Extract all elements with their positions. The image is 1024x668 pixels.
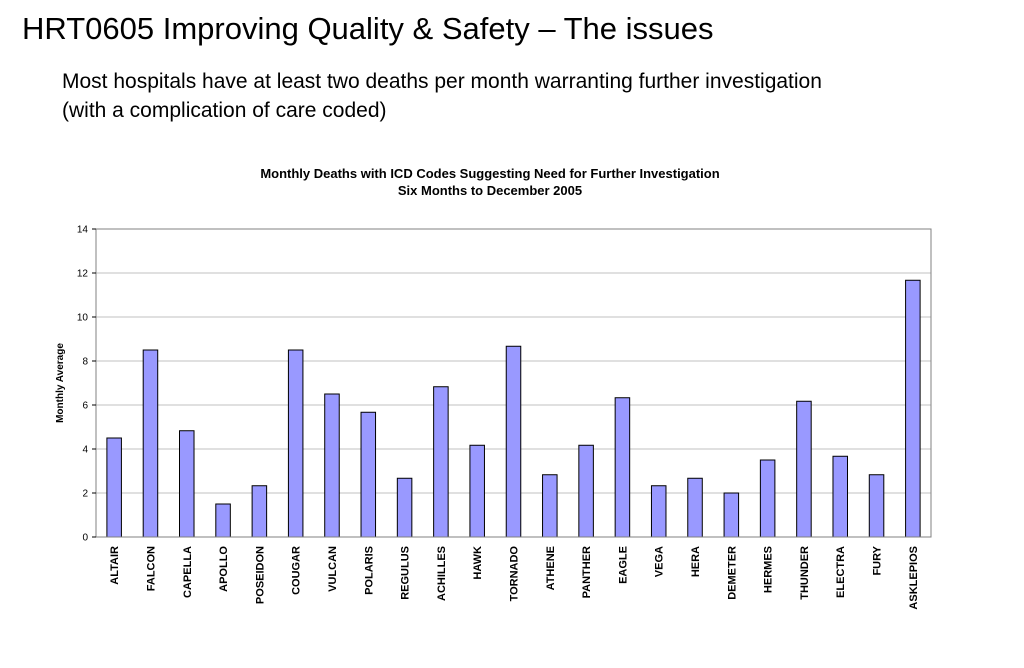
bar-cougar <box>287 349 304 538</box>
x-tick-label: ATHENE <box>545 546 557 590</box>
x-tick-label: APOLLO <box>218 546 230 592</box>
x-tick-label: FURY <box>872 545 884 575</box>
x-tick-label: ACHILLES <box>436 546 448 601</box>
bar-hawk <box>469 444 485 538</box>
y-axis-title: Monthly Average <box>55 343 66 423</box>
x-tick-label: VULCAN <box>327 546 339 592</box>
x-tick-label: FALCON <box>145 546 157 591</box>
x-tick-label: DEMETER <box>726 546 738 600</box>
x-tick-label: EAGLE <box>617 546 629 584</box>
y-tick-label: 12 <box>77 269 89 280</box>
bar-apollo <box>215 503 231 538</box>
bar-athene <box>542 474 558 538</box>
x-tick-label: HERA <box>690 546 702 577</box>
bar-thunder <box>796 400 812 538</box>
bar-vulcan <box>324 393 340 538</box>
y-tick-label: 2 <box>82 489 88 500</box>
y-axis-ticks: 0 2 4 6 8 10 12 14 <box>77 225 96 544</box>
x-tick-label: ELECTRA <box>835 546 847 598</box>
bar-eagle <box>614 397 631 538</box>
x-axis-labels: ALTAIR FALCON CAPELLA APOLLO POSEIDON COUGAR V… <box>109 545 920 609</box>
x-tick-label: POLARIS <box>363 546 375 595</box>
y-tick-label: 4 <box>82 445 88 456</box>
y-tick-label: 14 <box>77 225 89 236</box>
x-tick-label: REGULUS <box>400 546 412 600</box>
chart-title: Monthly Deaths with ICD Codes Suggesting… <box>260 166 719 181</box>
y-tick-label: 6 <box>82 401 88 412</box>
bar-hermes <box>759 459 776 538</box>
bar-tornado <box>505 345 522 538</box>
bar-falcon <box>142 349 159 538</box>
bar-panther <box>578 444 594 538</box>
bar-electra <box>832 455 849 538</box>
plot-area-frame <box>95 228 932 538</box>
bar-polaris <box>360 411 377 538</box>
x-tick-label: HERMES <box>763 546 775 593</box>
x-tick-label: TORNADO <box>509 546 521 602</box>
x-tick-label: COUGAR <box>291 546 303 595</box>
y-tick-label: 10 <box>77 313 89 324</box>
x-tick-label: PANTHER <box>581 546 593 598</box>
x-tick-label: POSEIDON <box>254 546 266 604</box>
x-tick-label: THUNDER <box>799 546 811 600</box>
bar-fury <box>868 474 885 538</box>
x-tick-label: HAWK <box>472 546 484 580</box>
bar-vega <box>650 485 667 538</box>
x-tick-label: ALTAIR <box>109 546 121 585</box>
bar-poseidon <box>251 485 268 538</box>
chart-subtitle: Six Months to December 2005 <box>398 183 582 198</box>
bar-hera <box>687 477 703 538</box>
y-tick-label: 0 <box>82 533 88 544</box>
x-tick-label: VEGA <box>654 546 666 577</box>
bar-regulus <box>396 477 413 538</box>
bar-demeter <box>723 492 740 538</box>
x-tick-label: ASKLEPIOS <box>908 546 920 610</box>
bar-altair <box>106 437 122 538</box>
bar-capella <box>179 430 195 538</box>
slide-subtitle: Most hospitals have at least two deaths … <box>62 70 822 122</box>
y-tick-label: 8 <box>82 357 88 368</box>
slide-title: HRT0605 Improving Quality & Safety – The… <box>22 11 714 46</box>
bar-asklepios <box>905 279 921 538</box>
bars <box>106 279 921 538</box>
x-tick-label: CAPELLA <box>182 546 194 598</box>
bar-achilles <box>433 386 449 538</box>
